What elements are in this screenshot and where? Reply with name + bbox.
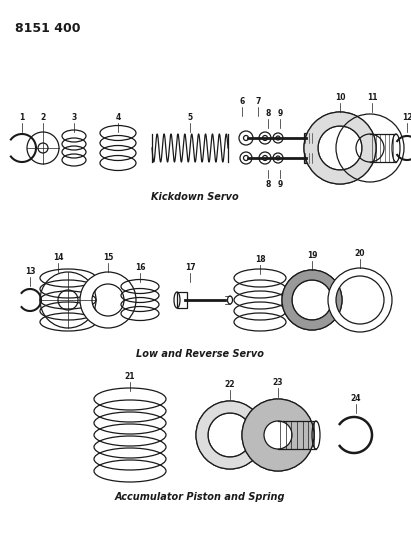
Text: 19: 19 — [307, 251, 317, 260]
Text: 8: 8 — [266, 109, 271, 118]
Bar — [304, 133, 314, 143]
Text: 6: 6 — [239, 97, 245, 106]
Text: 1: 1 — [19, 113, 25, 122]
Text: 11: 11 — [367, 93, 377, 102]
Text: 8151 400: 8151 400 — [15, 22, 81, 35]
Text: 9: 9 — [277, 180, 283, 189]
Bar — [304, 153, 314, 163]
Text: 10: 10 — [335, 93, 345, 102]
Text: Accumulator Piston and Spring: Accumulator Piston and Spring — [115, 492, 285, 502]
Circle shape — [242, 399, 314, 471]
Text: 24: 24 — [351, 394, 361, 403]
Text: 21: 21 — [125, 372, 135, 381]
Text: 12: 12 — [402, 113, 411, 122]
Text: 16: 16 — [135, 263, 145, 272]
Bar — [177, 292, 187, 308]
Text: 23: 23 — [273, 378, 283, 387]
Text: 8: 8 — [266, 180, 271, 189]
Text: 18: 18 — [255, 255, 266, 264]
Text: Low and Reverse Servo: Low and Reverse Servo — [136, 349, 264, 359]
Text: 3: 3 — [72, 113, 76, 122]
Wedge shape — [304, 112, 376, 184]
Wedge shape — [304, 112, 376, 184]
Text: 17: 17 — [185, 263, 195, 272]
Wedge shape — [80, 272, 136, 328]
Wedge shape — [328, 268, 392, 332]
Text: 13: 13 — [25, 267, 35, 276]
Text: Kickdown Servo: Kickdown Servo — [151, 192, 239, 202]
Text: 15: 15 — [103, 253, 113, 262]
Text: 20: 20 — [355, 249, 365, 258]
Text: 9: 9 — [277, 109, 283, 118]
Text: 22: 22 — [225, 380, 235, 389]
Wedge shape — [282, 270, 342, 330]
Text: 14: 14 — [53, 253, 63, 262]
Text: 4: 4 — [115, 113, 120, 122]
Text: 7: 7 — [255, 97, 261, 106]
Circle shape — [264, 421, 292, 449]
Wedge shape — [196, 401, 264, 469]
Text: 5: 5 — [187, 113, 193, 122]
Text: 2: 2 — [40, 113, 46, 122]
